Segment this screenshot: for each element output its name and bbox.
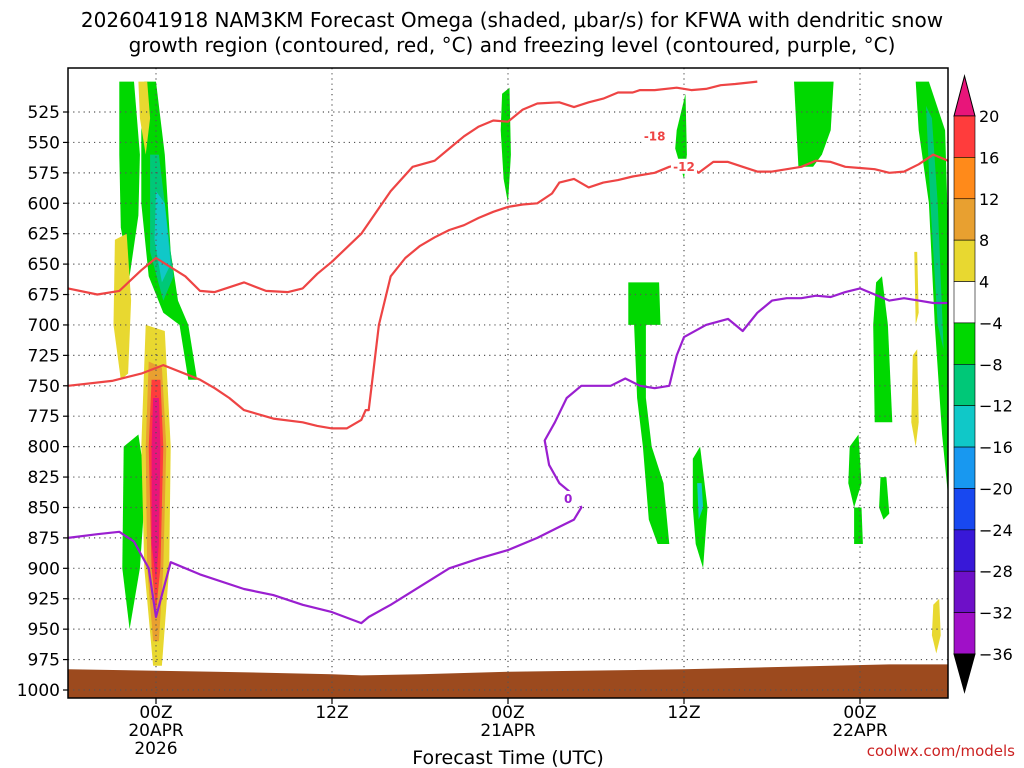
colorbar-segment-1 (953, 115, 976, 158)
y-tick-label-550: 550 (28, 133, 60, 153)
colorbar-label-4: 8 (979, 231, 989, 250)
omega-shade-region-20 (854, 507, 863, 544)
omega-shade-region-16 (697, 483, 704, 520)
plot-area: -18 -12 0 (67, 67, 949, 699)
y-tick-label-775: 775 (28, 407, 60, 427)
contour-label-3: 0 (564, 492, 572, 506)
contour-line-3 (67, 287, 948, 625)
x-tick-label-30-1: 00Z (491, 703, 524, 723)
colorbar-label-2: 16 (979, 148, 999, 167)
colorbar-segment-4 (953, 239, 976, 282)
y-tick-label-850: 850 (28, 498, 60, 518)
colorbar-bottom-extension (953, 653, 976, 694)
colorbar: 20 16 12 8 4 −4 −8 −12 −16 −20 −24 −28 −32 −36 (953, 74, 1013, 694)
x-tick-label-30-2: 21APR (480, 721, 536, 741)
y-tick-label-950: 950 (28, 620, 60, 640)
omega-shade-region-7 (122, 434, 146, 630)
colorbar-segment-9 (953, 446, 976, 489)
y-tick-label-600: 600 (28, 194, 60, 214)
omega-shade-region-5 (138, 81, 151, 155)
x-axis-label: Forecast Time (UTC) (412, 747, 603, 768)
y-tick-label-975: 975 (28, 651, 60, 671)
colorbar-label-9: −16 (979, 438, 1013, 457)
omega-shade-region-17 (794, 81, 834, 167)
colorbar-segment-3 (953, 198, 976, 241)
contour-label-bg-3 (555, 490, 582, 506)
x-tick-label-18-1: 12Z (315, 703, 348, 723)
omega-shade-region-26 (931, 598, 941, 654)
credit-text: coolwx.com/models (867, 742, 1015, 760)
contour-label-bg-2 (671, 158, 697, 174)
colorbar-segment-7 (953, 364, 976, 406)
chart-title-line1: 2026041918 NAM3KM Forecast Omega (shaded… (81, 8, 943, 32)
x-tick-label-6-3: 2026 (134, 739, 177, 759)
contour-label-bg-1 (641, 128, 668, 144)
colorbar-top-extension (953, 74, 976, 117)
contour-label-1: -18 (644, 129, 666, 143)
y-tick-label-925: 925 (28, 590, 60, 610)
omega-shade-region-14 (628, 282, 670, 544)
grid-layer (68, 68, 948, 698)
omega-shade-region-12 (500, 87, 511, 204)
terrain-layer (68, 664, 948, 698)
y-tick-label-825: 825 (28, 468, 60, 488)
x-tick-label-54-1: 00Z (843, 703, 876, 723)
contour-layer (67, 80, 949, 625)
colorbar-segment-6 (953, 322, 976, 365)
y-tick-label-800: 800 (28, 438, 60, 458)
y-tick-label-1000: 1000 (17, 681, 60, 701)
colorbar-segment-11 (953, 529, 976, 572)
colorbar-label-8: −12 (979, 397, 1013, 416)
chart-title-line2: growth region (contoured, red, °C) and f… (129, 33, 896, 57)
omega-shade-region-22 (915, 81, 948, 496)
y-tick-label-625: 625 (28, 225, 60, 245)
x-tick-label-42-1: 12Z (667, 703, 700, 723)
colorbar-segment-10 (953, 488, 976, 531)
colorbar-segment-8 (953, 405, 976, 448)
omega-shade-region-19 (848, 434, 862, 508)
colorbar-label-11: −24 (979, 521, 1013, 540)
colorbar-segment-13 (953, 612, 976, 655)
y-axis: 525 550 575 600 625 650 675 700 725 750 775 800 825 8… (17, 103, 68, 701)
omega-shade-region-23 (926, 105, 944, 350)
omega-shade-region-18 (873, 276, 893, 423)
y-tick-label-900: 900 (28, 559, 60, 579)
colorbar-label-5: 4 (979, 273, 989, 292)
y-tick-label-725: 725 (28, 346, 60, 366)
y-tick-label-525: 525 (28, 103, 60, 123)
omega-shade-region-21 (879, 477, 890, 520)
colorbar-label-6: −4 (979, 314, 1003, 333)
omega-shade-region-1 (119, 81, 140, 277)
colorbar-label-12: −28 (979, 562, 1013, 581)
contour-label-layer: -18 -12 0 (555, 128, 697, 506)
colorbar-label-1: 20 (979, 107, 999, 126)
colorbar-label-7: −8 (979, 355, 1003, 374)
contour-line-2 (67, 153, 949, 430)
x-tick-label-6-1: 00Z (139, 703, 172, 723)
omega-shade-region-25 (911, 349, 919, 447)
colorbar-segment-5 (953, 281, 976, 324)
y-tick-label-700: 700 (28, 316, 60, 336)
y-tick-label-750: 750 (28, 377, 60, 397)
colorbar-label-14: −36 (979, 645, 1013, 664)
omega-shade-region-24 (914, 251, 919, 325)
colorbar-segment-12 (953, 570, 976, 613)
x-tick-label-6-2: 20APR (128, 721, 184, 741)
colorbar-label-3: 12 (979, 190, 999, 209)
y-tick-label-875: 875 (28, 529, 60, 549)
x-tick-label-54-2: 22APR (832, 721, 888, 741)
y-tick-label-650: 650 (28, 255, 60, 275)
omega-shade-region-6 (113, 233, 132, 380)
y-tick-label-575: 575 (28, 164, 60, 184)
contour-line-1 (67, 80, 758, 296)
y-tick-label-675: 675 (28, 286, 60, 306)
contour-label-2: -12 (673, 160, 695, 174)
terrain-band (68, 664, 948, 698)
colorbar-label-13: −32 (979, 604, 1013, 623)
colorbar-segment-2 (953, 157, 976, 200)
colorbar-label-10: −20 (979, 479, 1013, 498)
